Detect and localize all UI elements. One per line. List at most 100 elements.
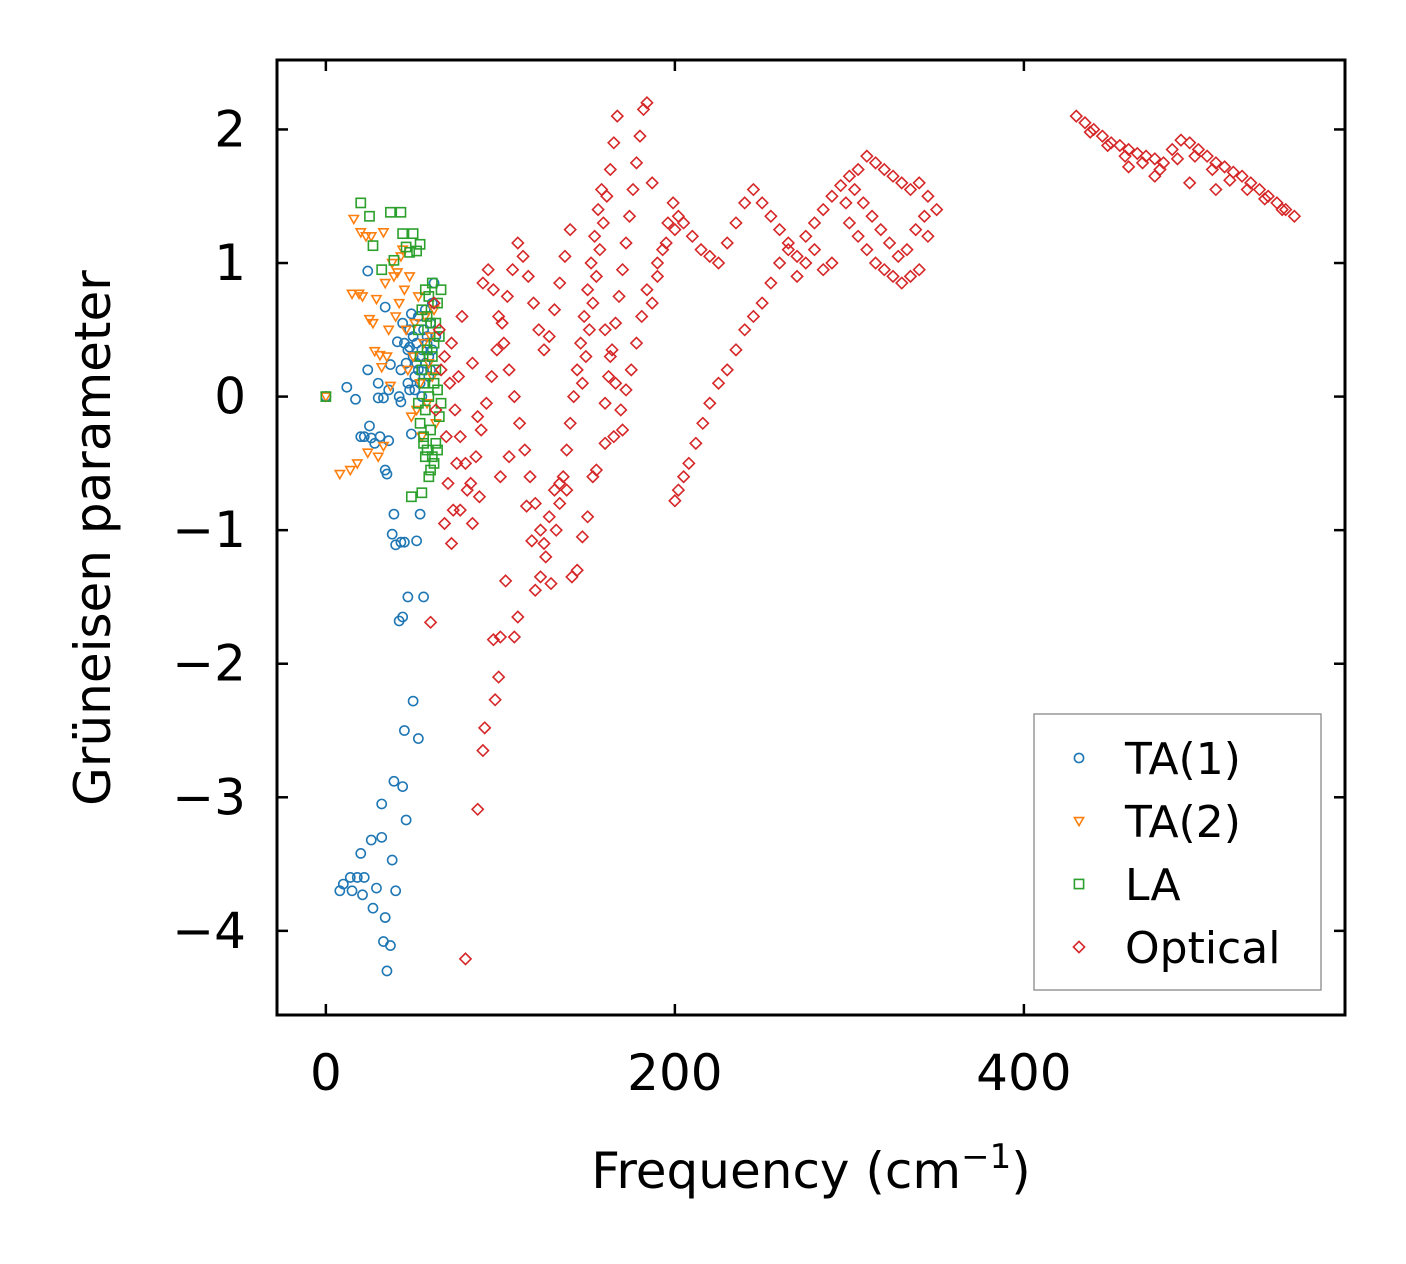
point-optical — [912, 262, 926, 277]
point-ta-2 — [403, 272, 416, 283]
point-optical — [877, 262, 892, 277]
point-optical — [668, 222, 682, 237]
point-optical — [476, 743, 490, 758]
point-optical — [877, 162, 892, 177]
point-optical — [886, 169, 900, 183]
point-optical — [594, 182, 609, 197]
point-optical — [1148, 152, 1162, 166]
y-tick-label: 1 — [214, 234, 246, 292]
point-optical — [598, 396, 612, 410]
point-ta-2 — [370, 294, 383, 306]
point-ta-1 — [383, 384, 395, 396]
point-la — [416, 364, 428, 376]
point-optical — [589, 463, 604, 477]
point-ta-2 — [365, 232, 378, 243]
point-optical — [516, 249, 530, 264]
point-la — [432, 297, 443, 309]
point-optical — [636, 102, 651, 117]
x-tick-label: 400 — [976, 1044, 1071, 1102]
point-optical — [587, 229, 602, 244]
point-ta-1 — [350, 393, 361, 405]
point-optical — [614, 403, 628, 417]
point-la — [414, 238, 426, 250]
point-ta-1 — [365, 834, 377, 846]
point-optical — [711, 256, 726, 270]
point-optical — [856, 196, 871, 210]
point-optical — [1113, 138, 1127, 153]
point-ta-1 — [383, 435, 395, 447]
point-optical — [825, 189, 839, 203]
point-ta-2 — [421, 399, 434, 410]
point-optical — [917, 209, 932, 224]
point-optical — [685, 229, 700, 244]
point-optical — [497, 336, 511, 350]
point-optical — [676, 469, 691, 484]
legend-items: TA(1) TA(2) LA Optical — [1072, 734, 1280, 974]
point-optical — [689, 436, 703, 451]
point-optical — [470, 802, 485, 817]
point-ta-2 — [361, 448, 374, 459]
y-axis-label: Grüneisen parameter — [64, 270, 122, 806]
point-optical — [441, 476, 455, 491]
point-optical — [518, 443, 532, 457]
point-optical — [498, 574, 513, 588]
point-optical — [929, 202, 944, 217]
point-optical — [895, 176, 909, 190]
point-optical — [720, 236, 734, 250]
point-ta-2 — [414, 378, 427, 390]
point-ta-2 — [356, 292, 369, 303]
point-optical — [746, 182, 761, 197]
point-optical — [552, 496, 567, 511]
point-optical — [833, 178, 848, 193]
point-optical — [912, 176, 926, 190]
x-tick-label: 200 — [627, 1044, 722, 1102]
point-optical — [472, 490, 487, 504]
point-optical — [816, 202, 830, 217]
point-optical — [615, 423, 630, 437]
point-optical — [624, 363, 638, 377]
point-optical — [1252, 182, 1267, 197]
point-optical — [650, 256, 665, 270]
point-optical — [589, 269, 604, 284]
point-optical — [437, 516, 452, 531]
point-optical — [465, 516, 480, 531]
point-optical — [490, 343, 504, 357]
point-optical — [493, 469, 508, 484]
point-optical — [1278, 202, 1293, 217]
point-optical — [1135, 156, 1150, 170]
point-optical — [903, 269, 918, 284]
point-la — [432, 384, 443, 396]
point-ta-1 — [351, 872, 363, 883]
point-ta-1 — [395, 536, 407, 548]
point-optical — [634, 309, 649, 324]
point-optical — [816, 262, 830, 277]
point-optical — [539, 550, 553, 564]
point-optical — [781, 242, 796, 257]
point-ta-1 — [362, 364, 374, 376]
point-la — [428, 377, 440, 389]
point-optical — [799, 256, 813, 270]
x-axis-label: Frequency (cm−1) — [591, 1137, 1031, 1200]
point-optical — [1130, 146, 1145, 161]
point-optical — [563, 416, 577, 431]
point-la — [425, 464, 436, 476]
axis-ticks: 0 200 400 −4 −3 −2 −1 0 1 2 — [172, 60, 1345, 1102]
point-optical — [439, 429, 454, 444]
point-ta-1 — [402, 591, 414, 603]
point-optical — [511, 610, 525, 624]
point-la — [407, 228, 419, 240]
point-optical — [429, 403, 443, 417]
point-optical — [737, 323, 752, 337]
point-optical — [874, 222, 888, 237]
point-optical — [921, 229, 935, 244]
point-ta-2 — [346, 289, 359, 300]
point-ta-2 — [319, 392, 332, 403]
point-optical — [427, 296, 441, 310]
point-optical — [544, 576, 558, 591]
point-ta-1 — [372, 377, 384, 389]
point-optical — [528, 583, 543, 597]
point-la — [423, 471, 435, 483]
point-la — [412, 397, 424, 409]
point-optical — [593, 242, 607, 257]
point-optical — [860, 242, 874, 257]
